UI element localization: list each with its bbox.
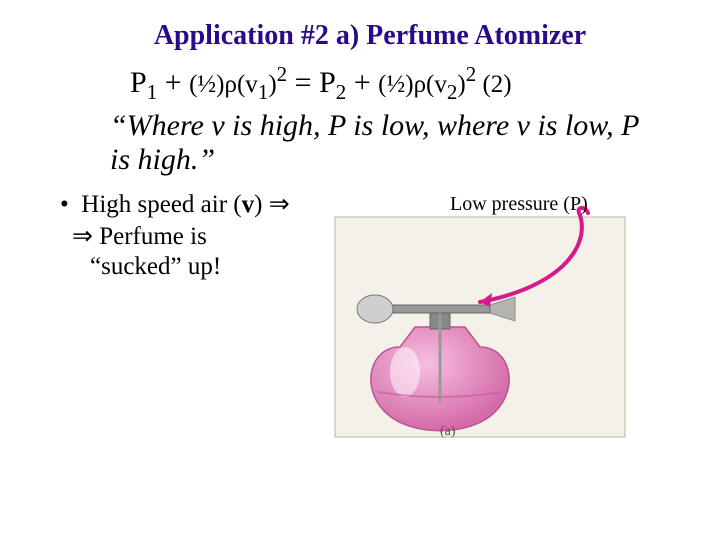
content-row: • High speed air (v) ⇒ ⇒ Perfume is “suc… [60, 187, 680, 447]
eq-sup2: 2 [466, 62, 477, 86]
bullet3: “sucked” up! [90, 253, 221, 280]
title-text: Application #2 a) Perfume Atomizer [154, 20, 586, 51]
bernoulli-equation: P1 + (½)ρ(v1)2 = P2 + (½)ρ(v2)2 (2) [130, 62, 680, 105]
eq-half1: (½)ρ(v [189, 71, 258, 98]
bullet1-a: High speed air ( [81, 191, 241, 218]
atomizer-diagram: (a) Low pressure (P) [330, 187, 630, 447]
bullet2-a: Perfume is [93, 223, 207, 250]
low-pressure-label: Low pressure (P) [450, 193, 588, 216]
eq-subv2: 2 [447, 80, 458, 104]
bullet-block: • High speed air (v) ⇒ ⇒ Perfume is “suc… [60, 187, 320, 283]
bullet1-c: ) [254, 191, 269, 218]
eq-sup1: 2 [277, 62, 288, 86]
svg-text:(a): (a) [440, 424, 456, 439]
eq-close2: ) [457, 71, 465, 98]
bullet-line-3: “sucked” up! [90, 253, 320, 281]
bullet-line-1: • High speed air (v) ⇒ [60, 189, 320, 219]
eq-subv1: 1 [258, 80, 269, 104]
eq-plus2: + [346, 66, 378, 99]
slide-root: Application #2 a) Perfume Atomizer P1 + … [0, 0, 720, 540]
eq-tail: (2) [476, 71, 511, 98]
eq-plus1: + [157, 66, 189, 99]
bullet1-b: v [242, 191, 255, 218]
quote-text: “Where v is high, P is low, where v is l… [110, 109, 639, 176]
eq-sub2: 2 [336, 80, 347, 104]
eq-sub1: 1 [147, 80, 158, 104]
eq-close1: ) [268, 71, 276, 98]
eq-p1: P [130, 66, 147, 99]
bullet2-arrow: ⇒ [72, 223, 93, 250]
eq-half2: (½)ρ(v [378, 71, 447, 98]
bullet-marker: • [60, 191, 69, 218]
bullet1-arrow: ⇒ [269, 191, 290, 218]
slide-title: Application #2 a) Perfume Atomizer [60, 20, 680, 52]
eq-p2: P [319, 66, 336, 99]
eq-eq: = [287, 66, 319, 99]
bullet-line-2: ⇒ Perfume is [72, 221, 320, 251]
principle-quote: “Where v is high, P is low, where v is l… [110, 109, 660, 177]
diagram-svg: (a) [330, 187, 630, 447]
